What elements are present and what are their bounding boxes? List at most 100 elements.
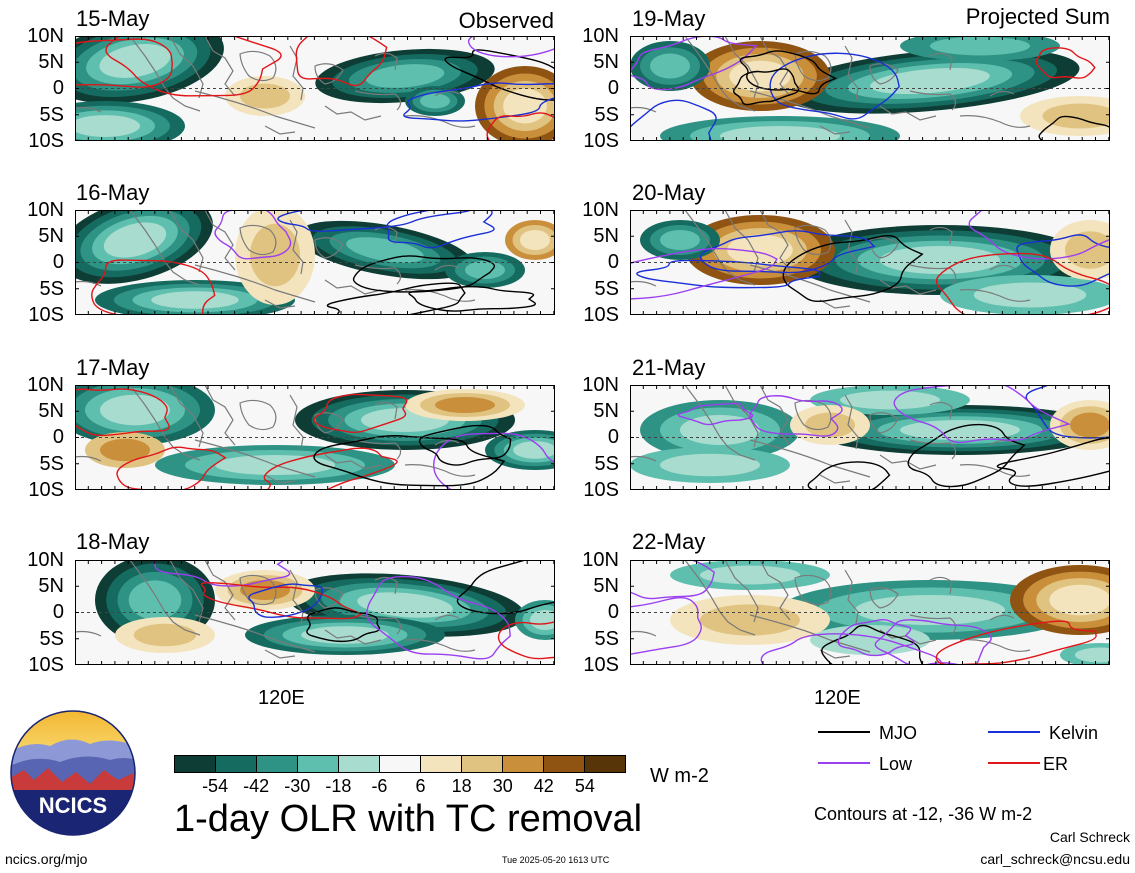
website-text: ncics.org/mjo bbox=[5, 851, 88, 867]
panel-date: 20-May bbox=[632, 180, 706, 205]
legend-label-er: ER bbox=[1043, 754, 1069, 774]
units-label: W m-2 bbox=[650, 765, 709, 787]
colorbar-swatch bbox=[216, 756, 257, 772]
olr-map bbox=[75, 36, 555, 141]
olr-map bbox=[75, 560, 555, 665]
lat-label: 10N bbox=[582, 25, 619, 47]
lat-label: 5N bbox=[38, 575, 64, 597]
lat-label: 10S bbox=[583, 654, 619, 676]
lat-label: 10S bbox=[583, 130, 619, 152]
colorbar-swatch bbox=[339, 756, 380, 772]
colorbar-swatch bbox=[585, 756, 625, 772]
map-panel bbox=[630, 385, 1110, 490]
contour-legend bbox=[818, 731, 1040, 764]
colorbar-tick: -42 bbox=[243, 776, 270, 796]
colorbar-tick: -18 bbox=[325, 776, 352, 796]
legend-label-kelvin: Kelvin bbox=[1049, 723, 1099, 743]
colorbar-swatch bbox=[503, 756, 544, 772]
olr-map bbox=[630, 210, 1110, 315]
colorbar-swatch bbox=[380, 756, 421, 772]
panel-date: 17-May bbox=[76, 355, 150, 380]
lat-label: 10N bbox=[27, 549, 64, 571]
lat-label: 0 bbox=[52, 601, 64, 623]
lat-label: 10S bbox=[583, 479, 619, 501]
contours-note: Contours at -12, -36 W m-2 bbox=[814, 804, 1033, 824]
lat-label: 0 bbox=[607, 77, 619, 99]
lat-label: 5N bbox=[38, 400, 64, 422]
colorbar-tick: -6 bbox=[371, 776, 388, 796]
lat-label: 5N bbox=[593, 400, 619, 422]
colorbar-swatch bbox=[421, 756, 462, 772]
panel-date: 15-May bbox=[76, 6, 150, 31]
figure-title: 1-day OLR with TC removal bbox=[174, 798, 643, 840]
map-panel bbox=[75, 385, 555, 490]
lat-label: 5N bbox=[38, 51, 64, 73]
lat-label: 5S bbox=[594, 628, 619, 650]
colorbar-tick: 54 bbox=[574, 776, 595, 796]
lat-label: 0 bbox=[52, 251, 64, 273]
panel-date: 19-May bbox=[632, 6, 706, 31]
map-panel bbox=[630, 36, 1110, 141]
colorbar bbox=[174, 755, 626, 773]
olr-map bbox=[630, 36, 1110, 141]
map-panel bbox=[75, 36, 555, 141]
timestamp-text: Tue 2025-05-20 1613 UTC bbox=[502, 855, 610, 865]
author-text: Carl Schreck bbox=[1049, 829, 1130, 845]
map-panel bbox=[630, 560, 1110, 665]
olr-map bbox=[630, 560, 1110, 665]
lat-label: 5S bbox=[594, 453, 619, 475]
colorbar-swatch bbox=[257, 756, 298, 772]
lat-label: 10N bbox=[582, 199, 619, 221]
lat-label: 5N bbox=[593, 51, 619, 73]
lat-label: 10S bbox=[28, 304, 64, 326]
panel-date: 16-May bbox=[76, 180, 150, 205]
lat-label: 10S bbox=[28, 654, 64, 676]
colorbar-tick: 42 bbox=[533, 776, 554, 796]
olr-map bbox=[75, 385, 555, 490]
lat-label: 5N bbox=[38, 225, 64, 247]
lat-label: 5S bbox=[39, 104, 64, 126]
lat-label: 10N bbox=[27, 25, 64, 47]
lat-label: 10N bbox=[27, 374, 64, 396]
lat-label: 5S bbox=[594, 278, 619, 300]
projected-label: Projected Sum bbox=[965, 4, 1110, 29]
lat-label: 10S bbox=[28, 479, 64, 501]
lat-label: 0 bbox=[52, 77, 64, 99]
map-panel bbox=[75, 560, 555, 665]
lat-label: 0 bbox=[52, 426, 64, 448]
map-panel bbox=[75, 210, 555, 315]
olr-map bbox=[75, 210, 555, 315]
lat-label: 5N bbox=[593, 575, 619, 597]
lat-label: 5N bbox=[593, 225, 619, 247]
map-panel bbox=[630, 210, 1110, 315]
legend-label-low: Low bbox=[879, 754, 913, 774]
lat-label: 5S bbox=[39, 278, 64, 300]
email-text: carl_schreck@ncsu.edu bbox=[980, 851, 1130, 867]
lat-label: 10N bbox=[582, 549, 619, 571]
lat-label: 5S bbox=[594, 104, 619, 126]
lat-label: 0 bbox=[607, 601, 619, 623]
lat-label: 10S bbox=[583, 304, 619, 326]
logo-text: NCICS bbox=[39, 793, 107, 818]
observed-label: Observed bbox=[458, 8, 554, 33]
colorbar-tick: 6 bbox=[415, 776, 426, 796]
lat-label: 0 bbox=[607, 251, 619, 273]
lat-label: 10S bbox=[28, 130, 64, 152]
colorbar-tick: 30 bbox=[492, 776, 513, 796]
colorbar-swatch bbox=[462, 756, 503, 772]
lat-label: 5S bbox=[39, 628, 64, 650]
lon-label: 120E bbox=[258, 687, 305, 709]
colorbar-swatch bbox=[544, 756, 585, 772]
panel-date: 22-May bbox=[632, 529, 706, 554]
olr-map bbox=[630, 385, 1110, 490]
panel-date: 21-May bbox=[632, 355, 706, 380]
lat-label: 10N bbox=[27, 199, 64, 221]
colorbar-swatch bbox=[175, 756, 216, 772]
ncics-logo: NCICS bbox=[10, 710, 136, 836]
lat-label: 10N bbox=[582, 374, 619, 396]
lat-label: 0 bbox=[607, 426, 619, 448]
colorbar-tick: 18 bbox=[451, 776, 472, 796]
colorbar-tick: -54 bbox=[202, 776, 229, 796]
colorbar-swatch bbox=[298, 756, 339, 772]
panel-date: 18-May bbox=[76, 529, 150, 554]
